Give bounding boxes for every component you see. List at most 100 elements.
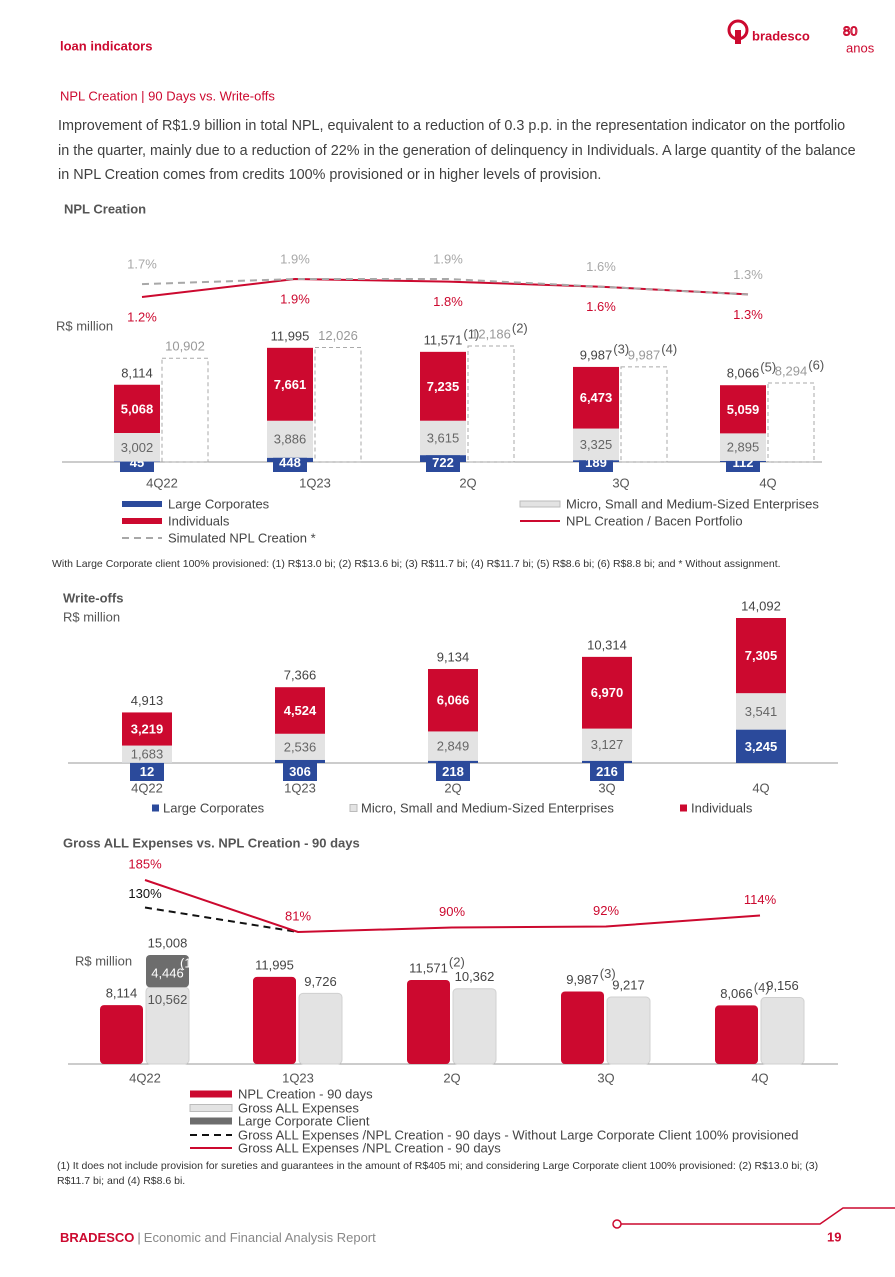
value-label: 12,186 [471,327,511,342]
bar-segment [420,351,466,421]
bar-segment [114,432,160,462]
value-label: 1.6% [586,299,616,314]
value-label: 7,366 [284,668,317,683]
unit-label: R$ million [56,319,113,334]
legend-swatch [152,804,159,812]
footnote-marker: (1) [180,956,196,971]
x-tick-label: 4Q [759,476,776,491]
bar-segment [420,420,466,456]
legend-label: Micro, Small and Medium-Sized Enterprise… [566,497,819,512]
chart-title: NPL Creation [64,202,146,217]
footnote-marker: (4) [754,980,770,995]
bar-segment [582,728,632,761]
logo-sub: anos [846,41,875,56]
footer-report: Economic and Financial Analysis Report [144,1230,376,1245]
legend-swatch [519,500,561,508]
value-label: 10,562 [148,992,188,1007]
x-tick-label: 4Q22 [129,1071,161,1086]
value-label: 8,066 [727,366,760,381]
value-label: 8,066 [720,986,753,1001]
bar-segment [573,366,619,429]
value-label: 216 [596,764,618,779]
footer-dot [612,1219,622,1229]
legend-label: Simulated NPL Creation * [168,531,316,546]
legend-swatch [190,1090,232,1098]
bar [298,992,343,1065]
value-label: 4,524 [284,703,317,718]
x-tick-label: 4Q22 [146,476,178,491]
footnote: With Large Corporate client 100% provisi… [52,558,781,570]
chart-title: Write-offs [63,591,123,606]
value-label-box [436,762,470,781]
legend-swatch [122,501,162,507]
value-label: 2,849 [437,739,470,754]
value-label: 6,473 [580,390,613,405]
value-label: 90% [439,904,465,919]
bar-segment [736,693,786,730]
legend-swatch [189,1104,233,1112]
bar-segment [114,384,160,433]
value-label: 3,127 [591,737,624,752]
value-label: 306 [289,764,311,779]
value-label: 2,536 [284,739,317,754]
value-label: 9,217 [612,978,645,993]
bar-segment [582,760,632,763]
unit-label: R$ million [75,954,132,969]
bar-segment [275,759,325,763]
logo-icon [735,30,741,44]
footnote-marker: (1) [463,326,479,341]
footnote-marker: (4) [661,341,677,356]
legend-label: NPL Creation - 90 days [238,1087,373,1102]
intro-text: Improvement of R$1.9 billion in total NP… [58,118,856,183]
value-label: 10,314 [587,637,627,652]
bar-segment [573,428,619,461]
value-label: 10,902 [165,339,205,354]
value-label: 81% [285,909,311,924]
unit-label: R$ million [63,610,120,625]
legend-label: Micro, Small and Medium-Sized Enterprise… [361,801,614,816]
value-label: 218 [442,764,464,779]
bar-segment [736,729,786,763]
value-label: 4,913 [131,693,164,708]
value-label-box [130,762,164,781]
bar-segment [428,669,478,732]
footer-line [617,1207,895,1225]
bar-segment [582,656,632,729]
bar-segment [720,433,766,461]
value-label: 15,008 [148,936,188,951]
x-tick-label: 1Q23 [299,476,331,491]
x-tick-label: 4Q [752,781,769,796]
value-label: 2,895 [727,440,760,455]
value-label: 3,002 [121,440,154,455]
bar [715,1005,758,1064]
legend-swatch [122,518,162,524]
bar-segment [736,618,786,694]
value-label: 1.2% [127,310,157,325]
value-label: 8,114 [121,365,153,380]
value-label: 9,156 [766,978,799,993]
value-label: 3,615 [427,430,460,445]
value-label: 8,294 [775,364,808,379]
footer-text: BRADESCO | Economic and Financial Analysis… [60,1230,376,1245]
bar-segment [428,760,478,763]
legend-label: Gross ALL Expenses /NPL Creation - 90 da… [238,1141,501,1156]
bar-segment [146,955,189,988]
simulated-bar [620,366,668,463]
value-label: 3,886 [274,432,307,447]
bar [760,997,805,1065]
page-title: loan indicators [60,39,152,54]
simulated-bar [767,382,815,463]
simulated-bar [467,345,515,463]
x-tick-label: 4Q [751,1071,768,1086]
line-series [144,906,299,933]
value-label: 1.3% [733,267,763,282]
footer-separator: | [137,1230,140,1245]
x-tick-label: 1Q23 [284,781,316,796]
logo-text: bradesco [752,29,810,44]
value-label: 1.3% [733,307,763,322]
value-label: 1,683 [131,747,164,762]
value-label: 1.7% [127,257,157,272]
value-label: 11,995 [271,328,310,343]
